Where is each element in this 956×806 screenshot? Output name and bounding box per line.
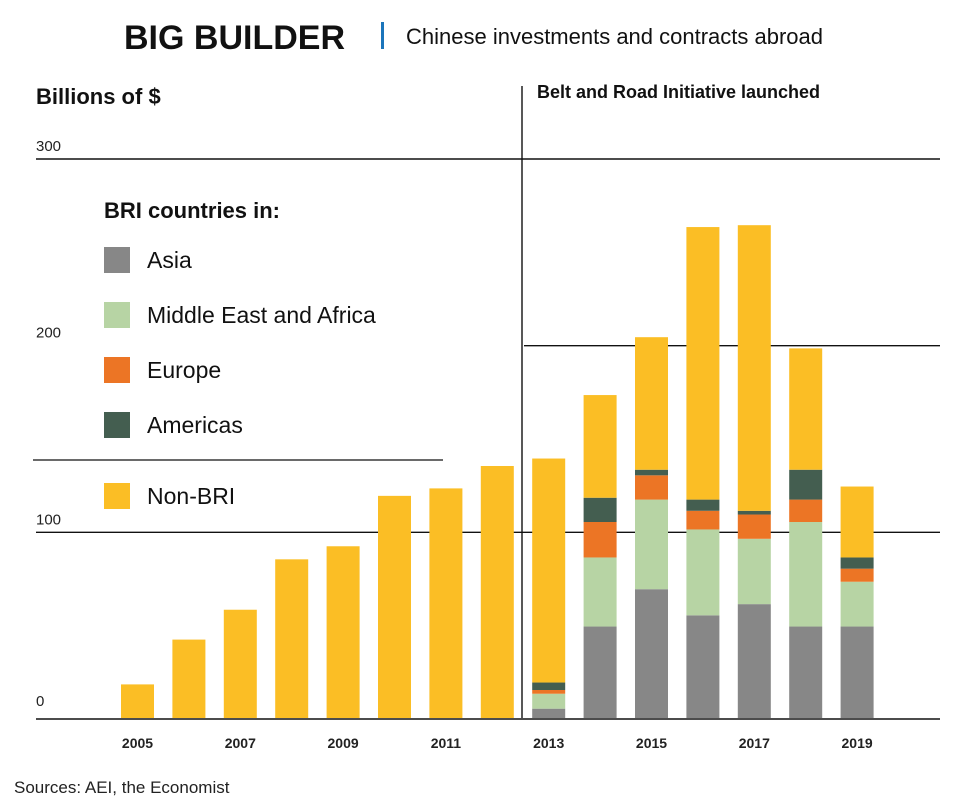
bar-europe-2018 bbox=[789, 499, 823, 522]
chart-title: BIG BUILDER bbox=[124, 19, 345, 57]
bar-non-bri-2006 bbox=[172, 639, 206, 718]
bar-americas-2016 bbox=[686, 499, 720, 511]
bar-americas-2014 bbox=[583, 497, 617, 522]
bar-non-bri-2013 bbox=[532, 458, 566, 683]
legend-swatch-europe bbox=[104, 357, 130, 383]
bar-asia-2015 bbox=[635, 589, 668, 718]
bar-non-bri-2014 bbox=[583, 395, 617, 498]
bar-europe-2019 bbox=[840, 568, 874, 582]
bar-americas-2017 bbox=[737, 510, 771, 515]
legend-swatch-non-bri bbox=[104, 483, 130, 509]
y-tick-label: 200 bbox=[36, 325, 61, 342]
bar-non-bri-2016 bbox=[686, 227, 720, 500]
x-tick-label: 2013 bbox=[533, 735, 564, 751]
bar-europe-2015 bbox=[635, 475, 668, 500]
y-axis-ticks: 0 100 200 300 bbox=[36, 138, 61, 710]
bar-europe-2013 bbox=[532, 689, 566, 694]
bri-annotation: Belt and Road Initiative launched bbox=[537, 82, 820, 102]
bar-non-bri-2018 bbox=[789, 348, 823, 470]
bar-middle-east-and-africa-2014 bbox=[583, 557, 617, 627]
bar-asia-2013 bbox=[532, 708, 566, 718]
x-tick-label: 2017 bbox=[739, 735, 770, 751]
bar-asia-2017 bbox=[737, 604, 771, 718]
bar-non-bri-2012 bbox=[480, 465, 514, 718]
bar-middle-east-and-africa-2018 bbox=[789, 521, 823, 627]
x-tick-label: 2005 bbox=[122, 735, 153, 751]
x-tick-label: 2015 bbox=[636, 735, 667, 751]
x-tick-label: 2007 bbox=[225, 735, 256, 751]
bar-non-bri-2010 bbox=[378, 495, 411, 718]
bar-asia-2018 bbox=[789, 626, 823, 718]
bar-non-bri-2015 bbox=[635, 337, 668, 470]
bar-non-bri-2011 bbox=[429, 488, 463, 718]
bar-americas-2015 bbox=[635, 469, 668, 476]
y-tick-label: 100 bbox=[36, 511, 61, 528]
bar-middle-east-and-africa-2019 bbox=[840, 581, 874, 627]
bar-non-bri-2009 bbox=[326, 546, 360, 718]
bar-americas-2019 bbox=[840, 557, 874, 569]
bar-europe-2017 bbox=[737, 514, 771, 539]
legend: BRI countries in: Asia Middle East and Afr… bbox=[104, 198, 376, 509]
legend-label-asia: Asia bbox=[147, 247, 192, 273]
bar-non-bri-2019 bbox=[840, 486, 874, 558]
x-tick-label: 2009 bbox=[328, 735, 359, 751]
legend-title: BRI countries in: bbox=[104, 198, 280, 223]
legend-swatch-middle-east-and-africa bbox=[104, 302, 130, 328]
legend-label-middle-east-and-africa: Middle East and Africa bbox=[147, 302, 376, 328]
bar-non-bri-2005 bbox=[121, 684, 154, 718]
bar-europe-2016 bbox=[686, 510, 720, 530]
legend-swatch-asia bbox=[104, 247, 130, 273]
bar-non-bri-2007 bbox=[223, 609, 257, 718]
bar-americas-2013 bbox=[532, 682, 566, 690]
x-axis-ticks: 2005 2007 2009 2011 2013 2015 2017 2019 bbox=[122, 735, 873, 751]
bars bbox=[121, 225, 874, 718]
bar-asia-2019 bbox=[840, 626, 874, 718]
source-note: Sources: AEI, the Economist bbox=[14, 778, 230, 797]
legend-label-americas: Americas bbox=[147, 412, 243, 438]
y-tick-label: 300 bbox=[36, 138, 61, 155]
chart-subtitle: Chinese investments and contracts abroad bbox=[406, 24, 823, 49]
y-tick-label: 0 bbox=[36, 693, 44, 710]
x-tick-label: 2011 bbox=[431, 735, 462, 751]
x-tick-label: 2019 bbox=[842, 735, 873, 751]
bar-asia-2014 bbox=[583, 626, 617, 718]
legend-swatch-americas bbox=[104, 412, 130, 438]
bar-middle-east-and-africa-2017 bbox=[737, 538, 771, 605]
bar-americas-2018 bbox=[789, 469, 823, 500]
bar-non-bri-2017 bbox=[737, 225, 771, 511]
bar-middle-east-and-africa-2016 bbox=[686, 529, 720, 616]
legend-label-europe: Europe bbox=[147, 357, 221, 383]
bar-middle-east-and-africa-2015 bbox=[635, 499, 668, 590]
y-axis-label: Billions of $ bbox=[36, 84, 161, 109]
bar-middle-east-and-africa-2013 bbox=[532, 693, 566, 709]
legend-label-non-bri: Non-BRI bbox=[147, 483, 235, 509]
title-divider bbox=[381, 22, 384, 49]
bar-non-bri-2008 bbox=[275, 559, 309, 718]
bar-asia-2016 bbox=[686, 615, 720, 718]
bar-europe-2014 bbox=[583, 521, 617, 558]
